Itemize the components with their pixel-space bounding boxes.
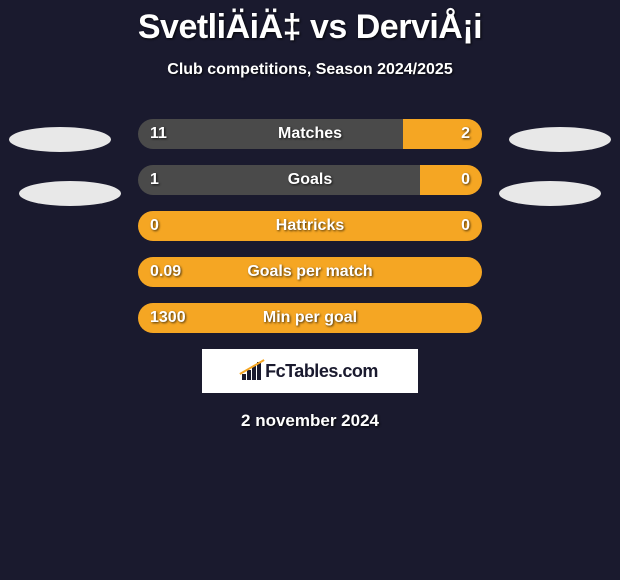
- logo-chart-icon: [242, 362, 261, 380]
- bar-segment-left: [138, 165, 420, 195]
- logo-text: FcTables.com: [265, 361, 378, 382]
- bar-segment-left: [138, 119, 403, 149]
- comparison-container: SvetliÄiÄ‡ vs DerviÅ¡i Club competitions…: [0, 0, 620, 431]
- stat-value-left: 0: [150, 217, 159, 235]
- page-subtitle: Club competitions, Season 2024/2025: [0, 61, 620, 79]
- bar-segment-right: [403, 119, 482, 149]
- stat-label: Min per goal: [263, 309, 357, 327]
- stat-bar-row: 0.09 Goals per match: [138, 257, 482, 287]
- page-title: SvetliÄiÄ‡ vs DerviÅ¡i: [0, 8, 620, 47]
- stat-label: Matches: [278, 125, 342, 143]
- logo-content: FcTables.com: [242, 361, 378, 382]
- stat-bars: 11 Matches 2 1 Goals 0 0 Hattricks 0 0.09 Goals pe…: [138, 119, 482, 333]
- player-right-shadow-1: [509, 127, 611, 152]
- stat-value-right: 2: [461, 125, 470, 143]
- stat-bar-row: 1 Goals 0: [138, 165, 482, 195]
- stat-label: Goals per match: [247, 263, 372, 281]
- player-left-shadow-1: [9, 127, 111, 152]
- bar-segment-right: [420, 165, 482, 195]
- logo-box: FcTables.com: [202, 349, 418, 393]
- stat-value-left: 1300: [150, 309, 186, 327]
- stat-value-left: 0.09: [150, 263, 181, 281]
- date-text: 2 november 2024: [0, 411, 620, 431]
- stat-value-right: 0: [461, 217, 470, 235]
- stat-bar-row: 1300 Min per goal: [138, 303, 482, 333]
- stat-label: Goals: [288, 171, 332, 189]
- stat-bar-row: 0 Hattricks 0: [138, 211, 482, 241]
- stat-value-left: 1: [150, 171, 159, 189]
- player-left-shadow-2: [19, 181, 121, 206]
- stat-label: Hattricks: [276, 217, 344, 235]
- stat-value-right: 0: [461, 171, 470, 189]
- stat-bar-row: 11 Matches 2: [138, 119, 482, 149]
- stat-value-left: 11: [150, 125, 167, 143]
- player-right-shadow-2: [499, 181, 601, 206]
- stats-area: 11 Matches 2 1 Goals 0 0 Hattricks 0 0.09 Goals pe…: [0, 119, 620, 333]
